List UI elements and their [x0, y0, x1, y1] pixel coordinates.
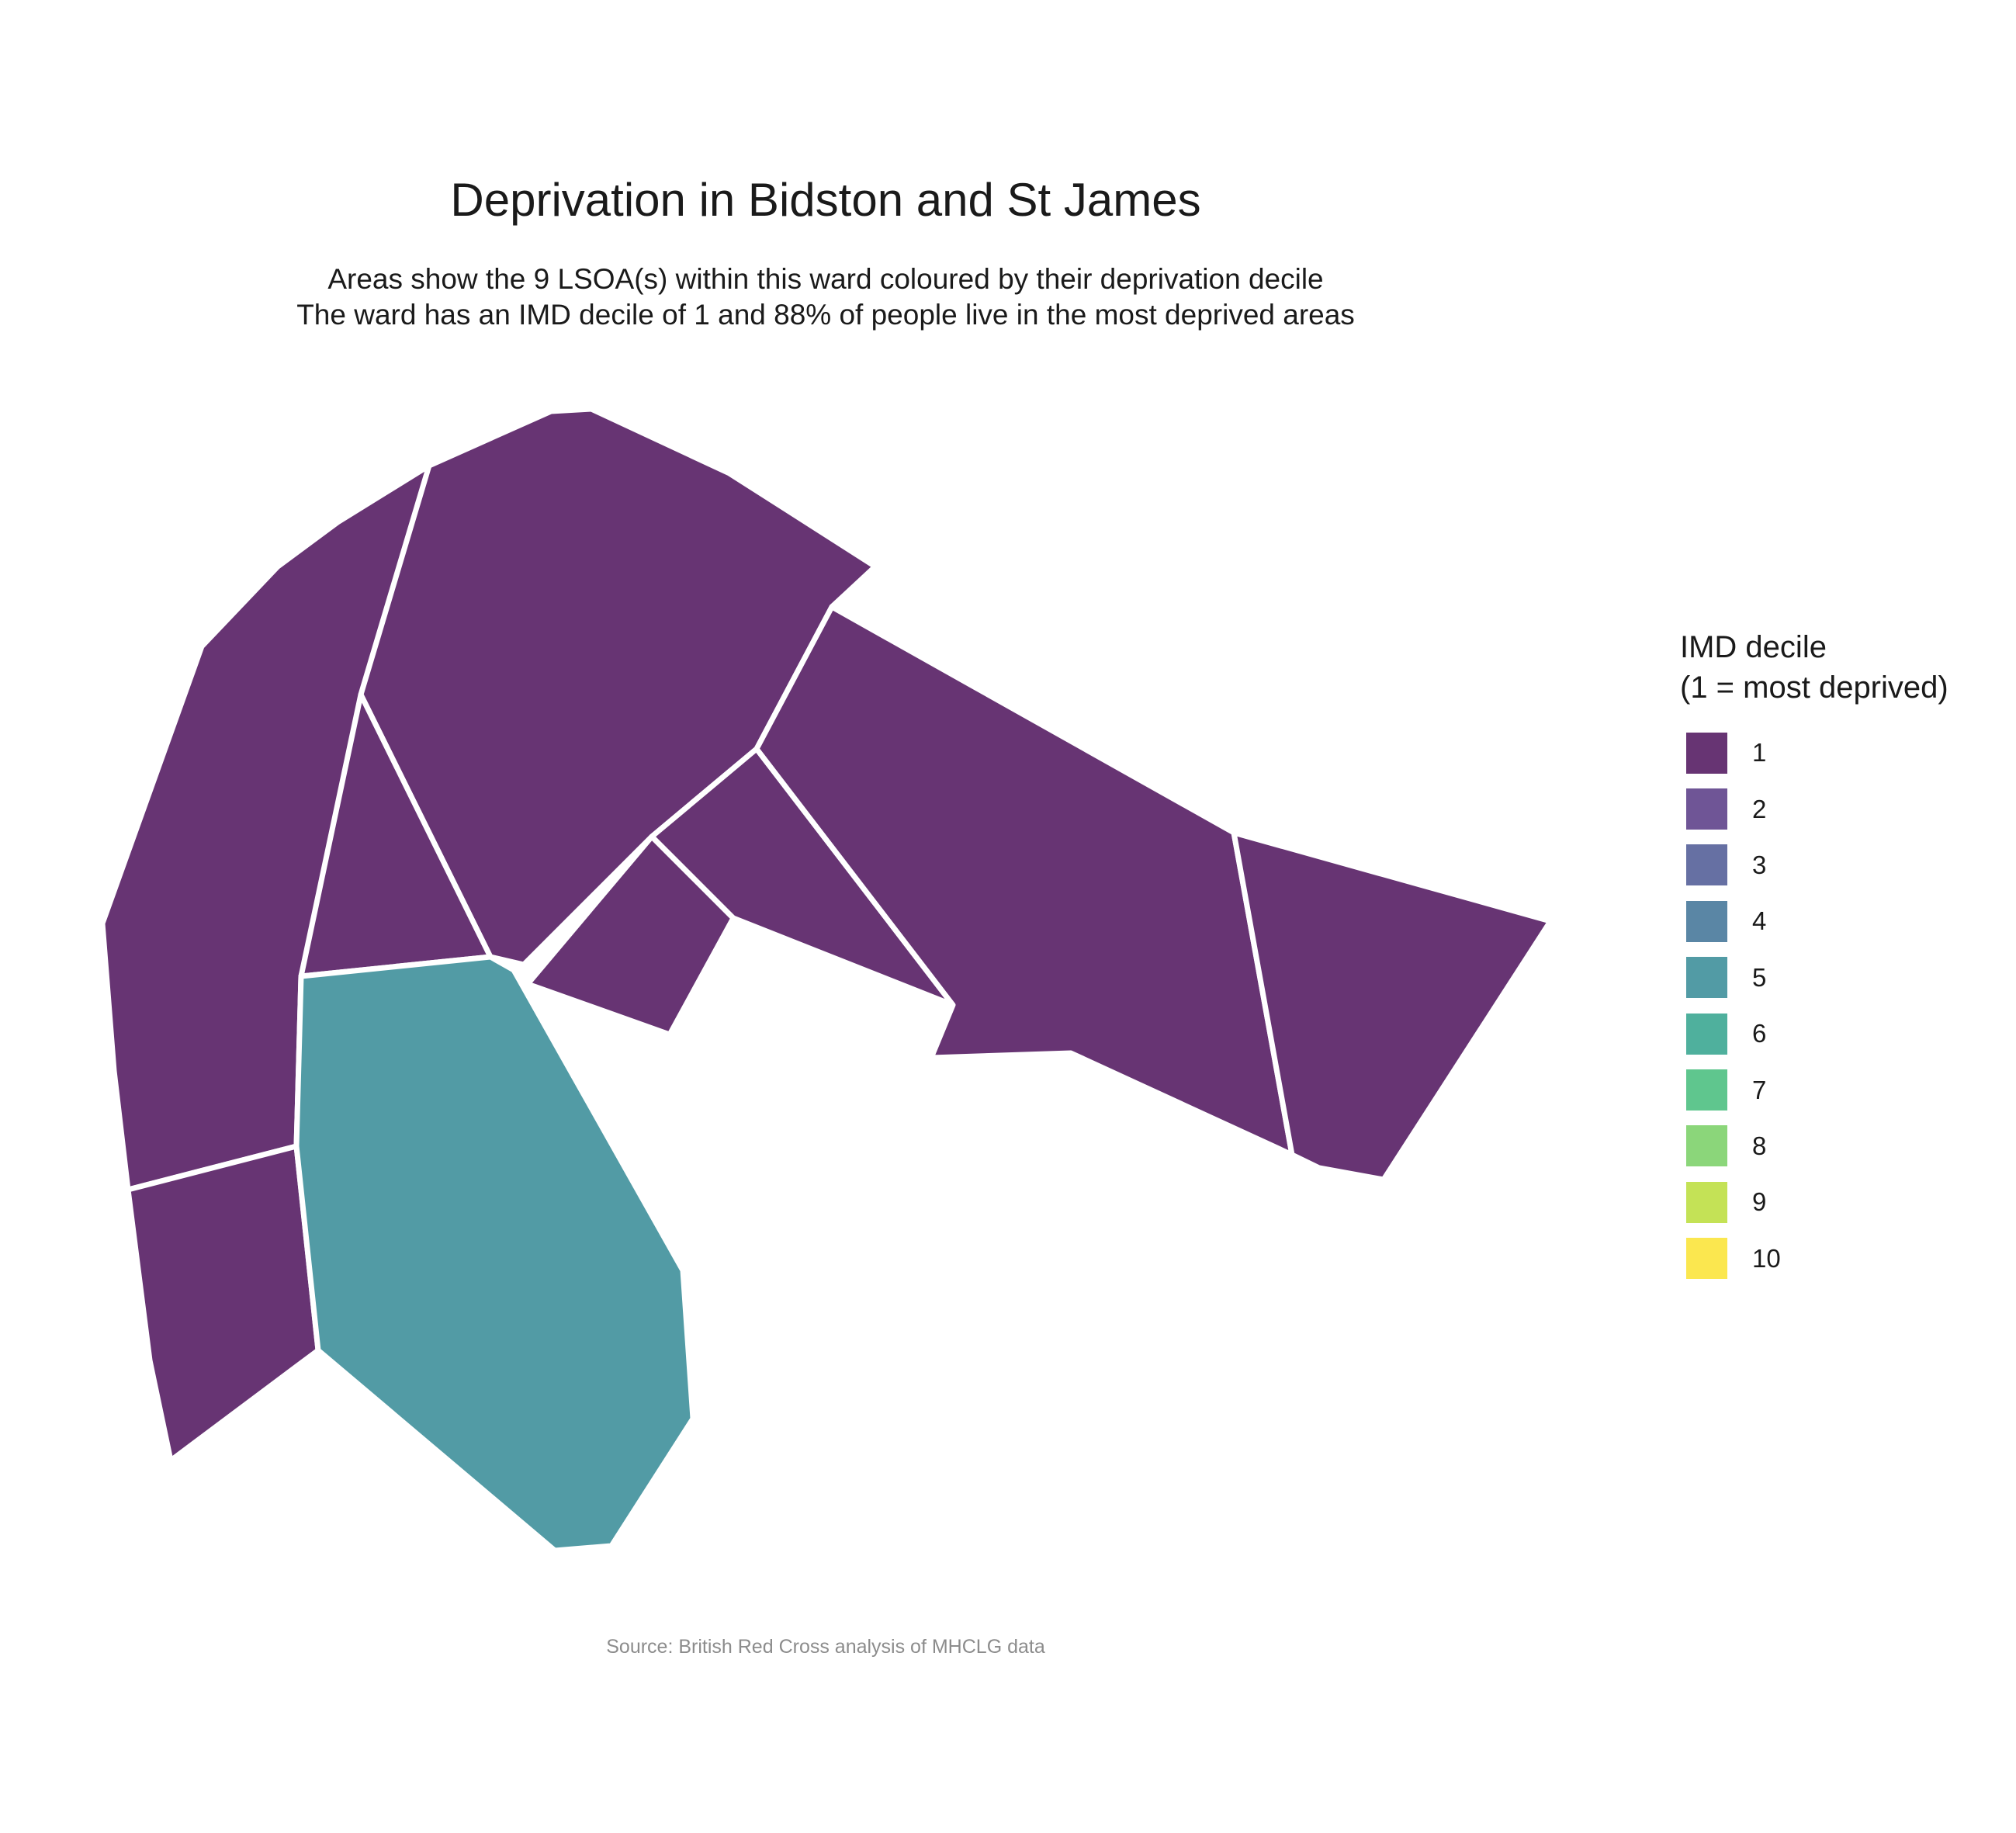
legend-swatch-6: [1686, 1013, 1727, 1055]
legend-swatch-3: [1686, 844, 1727, 886]
legend-label-6: 6: [1752, 1019, 1767, 1048]
legend-item-7: 7: [1680, 1062, 1948, 1117]
legend-swatch-7: [1686, 1069, 1727, 1111]
legend-swatch-10: [1686, 1238, 1727, 1280]
ward-map: [102, 409, 1554, 1554]
legend-swatch-4: [1686, 900, 1727, 942]
legend-label-5: 5: [1752, 962, 1767, 992]
legend-label-3: 3: [1752, 850, 1767, 879]
legend-title-line-2: (1 = most deprived): [1680, 670, 1948, 705]
legend-label-1: 1: [1752, 738, 1767, 768]
lsoa-area-east: [753, 604, 1295, 1158]
legend-item-2: 2: [1680, 781, 1948, 837]
legend-label-10: 10: [1752, 1243, 1781, 1273]
lsoa-area-far-east: [1231, 830, 1554, 1183]
legend-swatch-2: [1686, 788, 1727, 830]
legend-item-6: 6: [1680, 1006, 1948, 1062]
legend-swatch-1: [1686, 732, 1727, 774]
legend-title-line-1: IMD decile: [1680, 630, 1827, 664]
legend-label-8: 8: [1752, 1131, 1767, 1160]
legend-item-1: 1: [1680, 725, 1948, 781]
legend-item-4: 4: [1680, 893, 1948, 949]
legend-label-4: 4: [1752, 906, 1767, 936]
legend-item-5: 5: [1680, 950, 1948, 1006]
source-caption: Source: British Red Cross analysis of MH…: [606, 1636, 1045, 1658]
legend-swatch-5: [1686, 957, 1727, 999]
legend-label-7: 7: [1752, 1075, 1767, 1104]
lsoa-area-southwest: [125, 1143, 321, 1464]
legend-swatch-8: [1686, 1125, 1727, 1167]
legend-item-8: 8: [1680, 1118, 1948, 1174]
legend-item-9: 9: [1680, 1174, 1948, 1230]
lsoa-area-south: [293, 954, 696, 1554]
legend-swatch-9: [1686, 1181, 1727, 1223]
map-subtitle-line-2: The ward has an IMD decile of 1 and 88% …: [296, 299, 1355, 331]
legend-item-3: 3: [1680, 837, 1948, 893]
legend: IMD decile (1 = most deprived) 1 2 3 4 5 6 7 8 9…: [1680, 627, 1948, 1287]
map-subtitle-line-1: Areas show the 9 LSOA(s) within this war…: [327, 263, 1324, 295]
legend-label-9: 9: [1752, 1187, 1767, 1217]
map-title: Deprivation in Bidston and St James: [450, 174, 1201, 226]
legend-items: 1 2 3 4 5 6 7 8 9 10: [1680, 725, 1948, 1287]
legend-label-2: 2: [1752, 794, 1767, 823]
legend-item-10: 10: [1680, 1231, 1948, 1287]
